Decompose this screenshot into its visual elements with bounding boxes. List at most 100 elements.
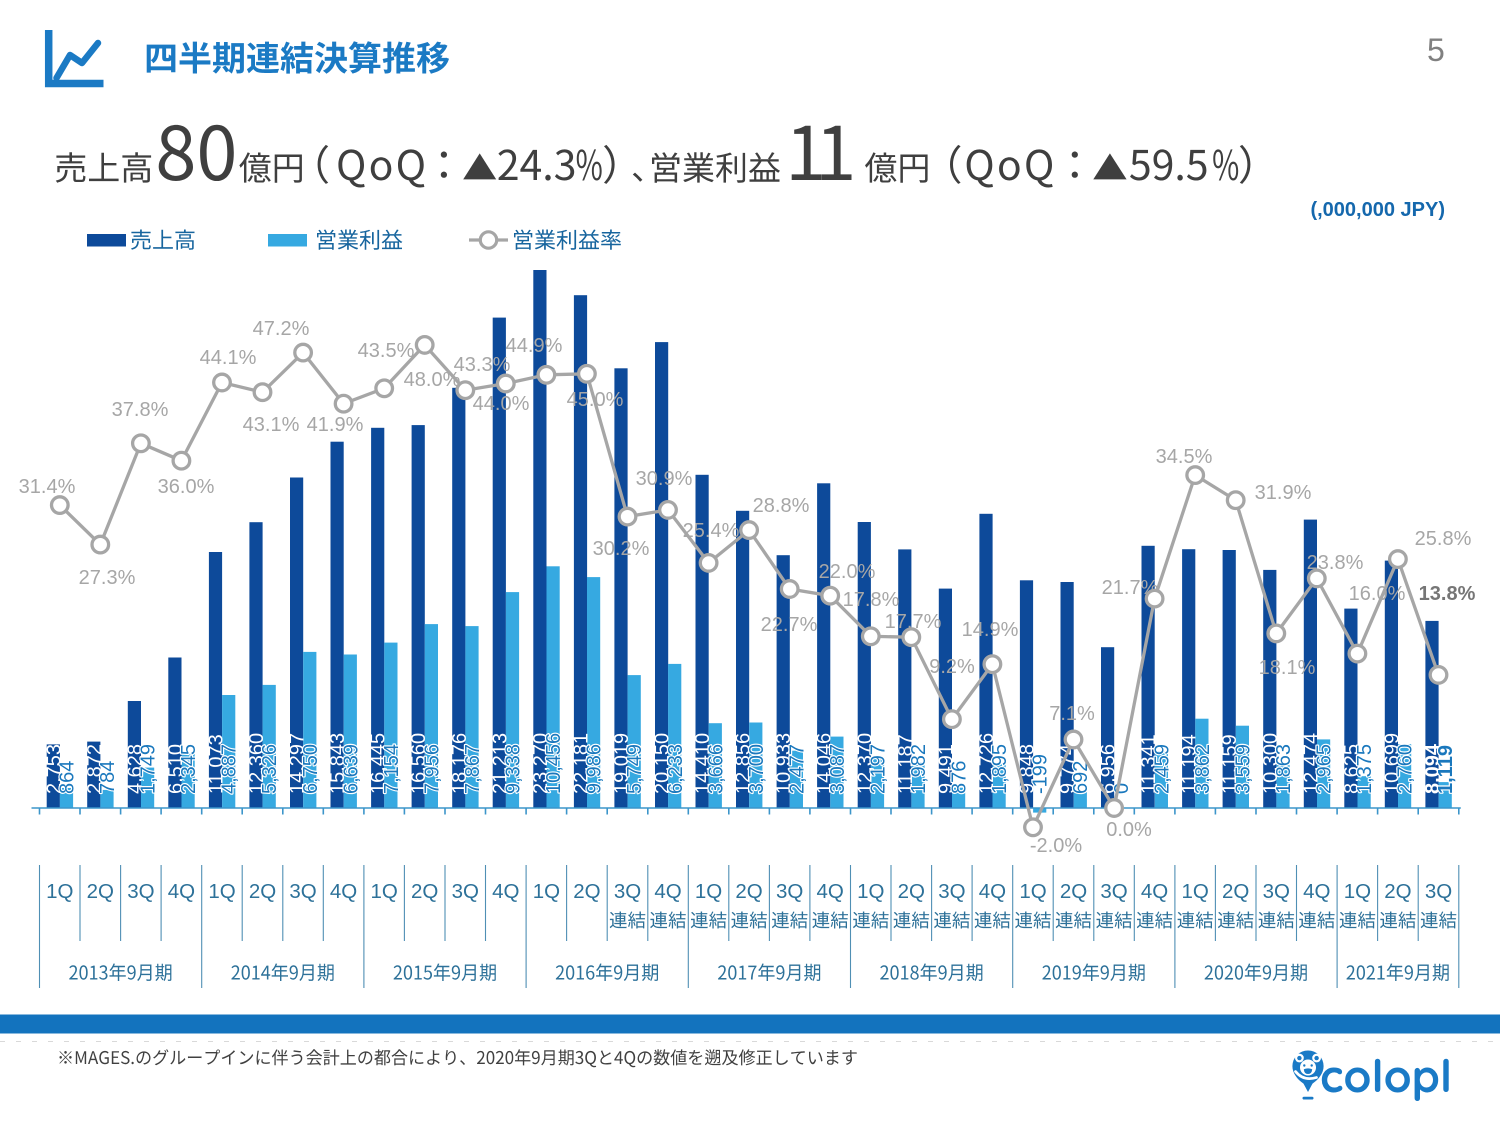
svg-text:2,753: 2,753 (43, 744, 65, 794)
svg-text:2,965: 2,965 (1314, 744, 1336, 794)
svg-text:3Q: 3Q (776, 880, 803, 903)
svg-text:10,699: 10,699 (1381, 733, 1403, 794)
svg-text:23,270: 23,270 (530, 733, 552, 794)
svg-text:9,986: 9,986 (584, 744, 606, 794)
svg-text:48.0%: 48.0% (404, 369, 461, 391)
svg-text:43.5%: 43.5% (358, 340, 415, 362)
svg-text:11,073: 11,073 (206, 734, 228, 794)
svg-text:5,749: 5,749 (624, 744, 646, 794)
svg-text:3,666: 3,666 (705, 744, 727, 794)
svg-text:3,862: 3,862 (1192, 744, 1214, 794)
svg-text:44.9%: 44.9% (506, 335, 563, 357)
svg-text:4,887: 4,887 (219, 744, 241, 794)
svg-text:7,956: 7,956 (421, 744, 443, 794)
svg-text:2,872: 2,872 (84, 744, 106, 794)
svg-text:2Q: 2Q (1384, 880, 1411, 903)
svg-text:20,150: 20,150 (652, 733, 674, 794)
svg-text:784: 784 (97, 761, 119, 794)
svg-text:6,510: 6,510 (165, 744, 187, 794)
svg-text:11,341: 11,341 (1138, 734, 1160, 794)
svg-text:2Q: 2Q (573, 880, 600, 903)
svg-text:14,297: 14,297 (287, 733, 309, 794)
svg-text:4Q: 4Q (1303, 880, 1330, 903)
svg-text:4Q: 4Q (1141, 880, 1168, 903)
svg-text:1,119: 1,119 (1435, 745, 1457, 794)
svg-text:9,491: 9,491 (935, 744, 957, 794)
svg-text:11,194: 11,194 (1179, 734, 1201, 794)
svg-text:31.9%: 31.9% (1255, 482, 1312, 504)
svg-text:864: 864 (57, 761, 79, 794)
svg-text:1,863: 1,863 (1273, 744, 1295, 794)
svg-text:2,477: 2,477 (786, 744, 808, 794)
svg-text:21,213: 21,213 (489, 733, 511, 794)
svg-text:1Q: 1Q (695, 880, 722, 903)
svg-text:47.2%: 47.2% (253, 318, 310, 340)
svg-text:18.1%: 18.1% (1259, 657, 1316, 679)
svg-text:14,410: 14,410 (692, 733, 714, 794)
svg-text:3Q: 3Q (1425, 880, 1452, 903)
svg-text:30.2%: 30.2% (593, 538, 650, 560)
svg-text:3Q: 3Q (1263, 880, 1290, 903)
svg-text:5: 5 (1427, 32, 1445, 68)
svg-text:3Q: 3Q (614, 880, 641, 903)
svg-text:18,176: 18,176 (449, 733, 471, 794)
svg-text:2Q: 2Q (249, 880, 276, 903)
svg-text:21.7%: 21.7% (1102, 577, 1159, 599)
svg-text:3,087: 3,087 (827, 744, 849, 794)
svg-text:10,933: 10,933 (773, 733, 795, 794)
svg-text:36.0%: 36.0% (158, 476, 215, 498)
svg-text:6,233: 6,233 (665, 744, 687, 794)
svg-text:1Q: 1Q (1182, 880, 1209, 903)
svg-text:1Q: 1Q (1344, 880, 1371, 903)
svg-text:2Q: 2Q (898, 880, 925, 903)
svg-text:1Q: 1Q (533, 880, 560, 903)
svg-text:8,625: 8,625 (1341, 744, 1363, 794)
svg-text:12,856: 12,856 (733, 733, 755, 794)
svg-text:17.8%: 17.8% (843, 589, 900, 611)
svg-text:9,774: 9,774 (1057, 744, 1079, 794)
svg-text:43.1%: 43.1% (243, 414, 300, 436)
svg-text:1,749: 1,749 (138, 744, 160, 794)
svg-text:22.7%: 22.7% (761, 614, 818, 636)
svg-text:1Q: 1Q (208, 880, 235, 903)
svg-text:10,300: 10,300 (1260, 733, 1282, 794)
svg-text:11,159: 11,159 (1219, 734, 1241, 794)
svg-text:16,445: 16,445 (368, 733, 390, 794)
svg-text:15,843: 15,843 (327, 733, 349, 794)
svg-text:3,700: 3,700 (746, 744, 768, 794)
svg-text:(,000,000 JPY): (,000,000 JPY) (1310, 199, 1445, 221)
svg-text:3Q: 3Q (938, 880, 965, 903)
svg-text:4Q: 4Q (330, 880, 357, 903)
svg-text:2Q: 2Q (1222, 880, 1249, 903)
svg-text:14,046: 14,046 (814, 733, 836, 794)
svg-text:9.2%: 9.2% (929, 656, 975, 678)
svg-text:3,559: 3,559 (1232, 744, 1254, 794)
svg-text:2Q: 2Q (1060, 880, 1087, 903)
svg-text:43.3%: 43.3% (454, 354, 511, 376)
svg-text:1,895: 1,895 (989, 744, 1011, 794)
svg-text:4Q: 4Q (492, 880, 519, 903)
svg-text:25.8%: 25.8% (1415, 528, 1472, 550)
svg-text:6,956: 6,956 (1098, 744, 1120, 794)
svg-text:12,360: 12,360 (246, 733, 268, 794)
svg-text:27.3%: 27.3% (79, 567, 136, 589)
svg-text:4Q: 4Q (654, 880, 681, 903)
svg-text:3Q: 3Q (289, 880, 316, 903)
svg-text:44.0%: 44.0% (473, 393, 530, 415)
svg-text:12,474: 12,474 (1300, 733, 1322, 794)
svg-text:16,560: 16,560 (408, 733, 430, 794)
svg-text:31.4%: 31.4% (19, 476, 76, 498)
svg-text:7,154: 7,154 (381, 744, 403, 794)
svg-text:9,338: 9,338 (503, 744, 525, 794)
svg-text:1Q: 1Q (371, 880, 398, 903)
svg-text:10,456: 10,456 (543, 733, 565, 794)
svg-text:5,326: 5,326 (259, 744, 281, 794)
svg-text:3Q: 3Q (127, 880, 154, 903)
svg-text:12,726: 12,726 (976, 733, 998, 794)
svg-text:23.8%: 23.8% (1307, 552, 1364, 574)
svg-text:1,375: 1,375 (1354, 744, 1376, 794)
svg-text:28.8%: 28.8% (753, 495, 810, 517)
svg-text:44.1%: 44.1% (200, 347, 257, 369)
svg-text:-2.0%: -2.0% (1030, 835, 1082, 857)
svg-text:25.4%: 25.4% (683, 520, 740, 542)
